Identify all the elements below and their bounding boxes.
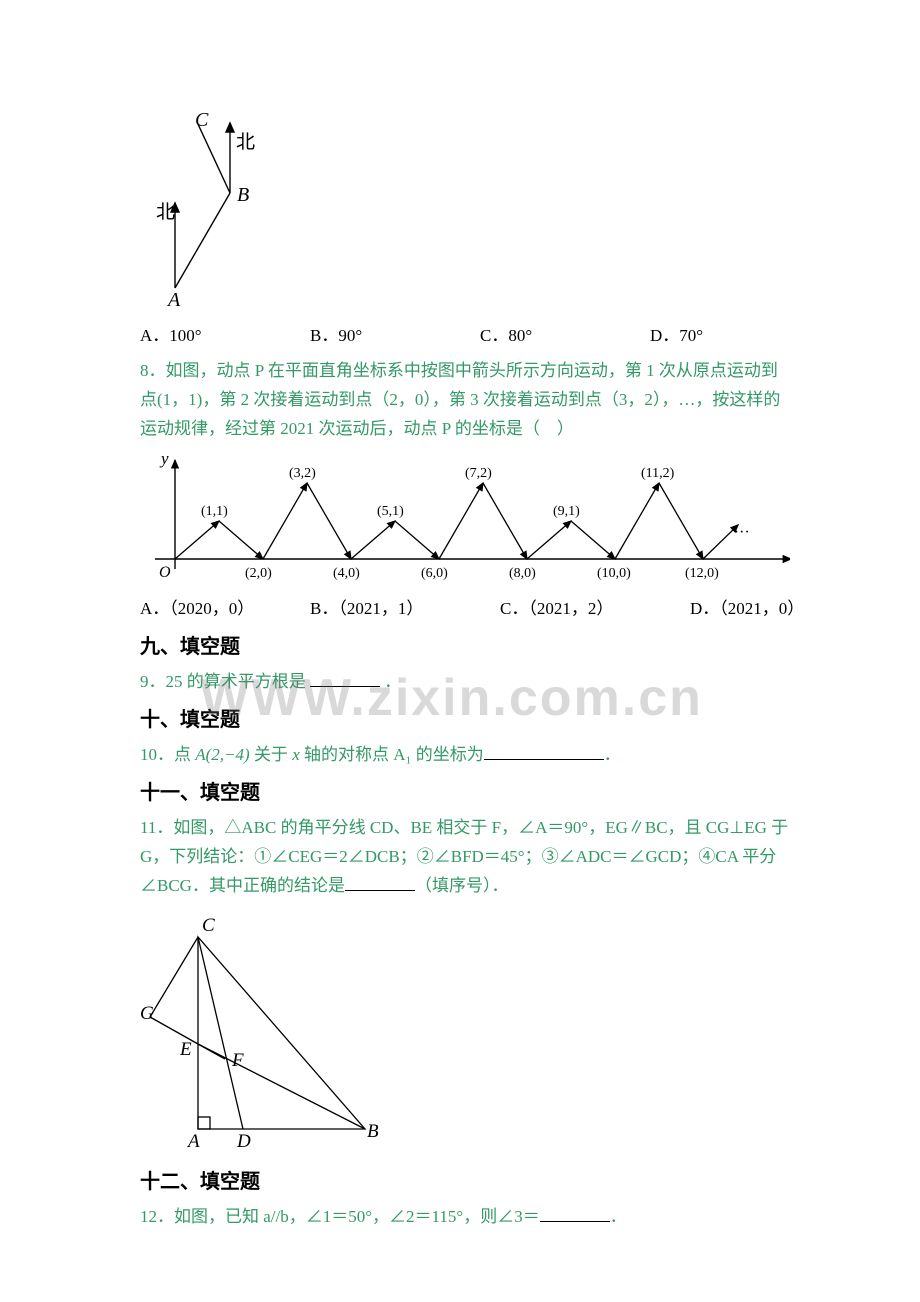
triangle-svg: C G E F A D B <box>140 909 390 1149</box>
sec10-tail: ． <box>604 745 621 764</box>
label-north-right: 北 <box>236 131 255 153</box>
q1-choices: A．100° B．90° C．80° D．70° <box>140 322 790 351</box>
q8-choices: A．（2020，0） B．（2021，1） C．（2021，2） D．（2021… <box>140 595 790 624</box>
triangle-diagram: C G E F A D B <box>140 909 790 1159</box>
compass-svg: C 北 B 北 A <box>140 108 270 308</box>
sec12-blank <box>540 1206 610 1221</box>
sec11-blank <box>345 876 415 891</box>
q8-chart-svg: xyO(1,1)(3,2)(5,1)(7,2)(9,1)(11,2)(2,0)(… <box>140 451 790 581</box>
svg-text:(8,0): (8,0) <box>509 566 536 581</box>
sec12-line: 12．如图，已知 a//b，∠1＝50°，∠2＝115°，则∠3＝ ． <box>140 1203 790 1232</box>
sec10-mid: 关于 <box>250 745 293 764</box>
sec10-axis: x <box>292 745 300 764</box>
sec9-head: 九、填空题 <box>140 630 790 664</box>
svg-text:(12,0): (12,0) <box>685 566 719 581</box>
svg-text:(2,0): (2,0) <box>245 566 272 581</box>
q8-chart: xyO(1,1)(3,2)(5,1)(7,2)(9,1)(11,2)(2,0)(… <box>140 451 790 591</box>
sec9-blank <box>310 672 380 687</box>
q1-choice-d: D．70° <box>650 322 800 351</box>
sec10-line: 10．点 A(2,−4) 关于 x 轴的对称点 A₁ 的坐标为 ． <box>140 741 790 770</box>
sec11-tail: （填序号）． <box>415 876 509 895</box>
q8-choice-b: B．（2021，1） <box>310 595 500 624</box>
q1-choice-b: B．90° <box>310 322 480 351</box>
sec10-prefix: 10．点 <box>140 745 195 764</box>
sec10-blank <box>484 745 604 760</box>
label-C: C <box>195 109 209 131</box>
sec10-expr: A(2,−4) <box>195 745 249 764</box>
svg-text:y: y <box>159 451 169 468</box>
svg-text:(5,1): (5,1) <box>377 504 404 519</box>
sec12-text: 12．如图，已知 a//b，∠1＝50°，∠2＝115°，则∠3＝ <box>140 1207 540 1226</box>
label-north-left: 北 <box>156 201 175 223</box>
tri-F: F <box>231 1050 244 1071</box>
sec9-line: 9．25 的算术平方根是 ． WWW.zixin.com.cn <box>140 668 790 697</box>
tri-D: D <box>236 1131 251 1149</box>
q1-choice-a: A．100° <box>140 322 310 351</box>
tri-C: C <box>202 915 215 936</box>
sec9-tail: ． <box>380 672 401 691</box>
svg-text:…: … <box>734 520 750 537</box>
label-B: B <box>237 184 249 206</box>
svg-text:(4,0): (4,0) <box>333 566 360 581</box>
q8-choice-c: C．（2021，2） <box>500 595 690 624</box>
svg-text:(9,1): (9,1) <box>553 504 580 519</box>
q8-choice-a: A．（2020，0） <box>140 595 310 624</box>
svg-text:(11,2): (11,2) <box>641 466 675 481</box>
sec10-suffix: 轴的对称点 A₁ 的坐标为 <box>300 745 484 764</box>
q8-text: 8．如图，动点 P 在平面直角坐标系中按图中箭头所示方向运动，第 1 次从原点运… <box>140 357 790 444</box>
sec10-head: 十、填空题 <box>140 703 790 737</box>
sec12-head: 十二、填空题 <box>140 1165 790 1199</box>
sec12-tail: ． <box>610 1207 627 1226</box>
tri-E: E <box>179 1039 192 1060</box>
tri-A: A <box>186 1131 200 1149</box>
sec11-line: 11．如图，△ABC 的角平分线 CD、BE 相交于 F，∠A＝90°，EG∥B… <box>140 814 790 901</box>
svg-text:(10,0): (10,0) <box>597 566 631 581</box>
tri-B: B <box>367 1121 379 1142</box>
svg-text:(1,1): (1,1) <box>201 504 228 519</box>
q8-choice-d: D．（2021，0） <box>690 595 840 624</box>
q1-choice-c: C．80° <box>480 322 650 351</box>
tri-G: G <box>140 1003 154 1024</box>
sec11-head: 十一、填空题 <box>140 776 790 810</box>
sec9-text: 9．25 的算术平方根是 <box>140 672 310 691</box>
svg-text:(6,0): (6,0) <box>421 566 448 581</box>
label-A: A <box>166 289 181 308</box>
svg-text:(7,2): (7,2) <box>465 466 492 481</box>
compass-diagram: C 北 B 北 A <box>140 108 790 318</box>
svg-text:(3,2): (3,2) <box>289 466 316 481</box>
svg-text:O: O <box>159 564 171 581</box>
